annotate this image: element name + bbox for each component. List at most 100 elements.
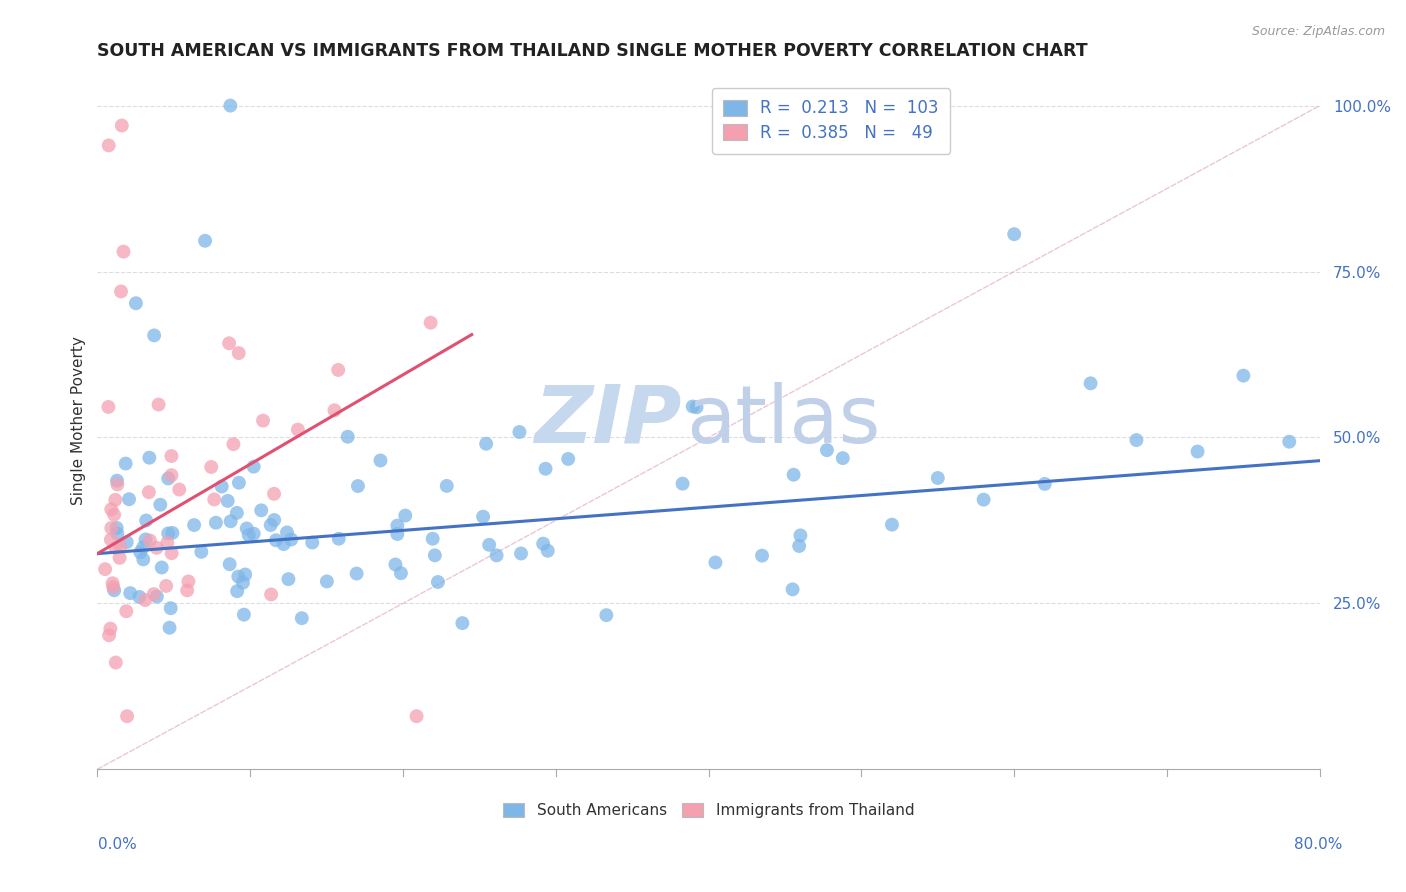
Point (880, 517, 903, 532)
Point (104, 541, 127, 555)
Point (252, 414, 274, 428)
Point (315, 574, 337, 589)
Point (226, 569, 249, 583)
Point (423, 549, 446, 563)
Point (405, 709, 427, 723)
Point (336, 430, 359, 444)
Point (273, 537, 295, 551)
Legend: South Americans, Immigrants from Thailand: South Americans, Immigrants from Thailan… (496, 797, 921, 824)
Text: 0.0%: 0.0% (98, 837, 138, 852)
Point (787, 539, 810, 553)
Point (138, 450, 160, 465)
Point (815, 443, 838, 458)
Point (436, 479, 458, 493)
Point (211, 479, 233, 493)
Point (260, 587, 283, 601)
Point (451, 616, 474, 631)
Text: ZIP: ZIP (534, 382, 682, 460)
Point (159, 601, 181, 615)
Point (155, 579, 177, 593)
Point (176, 583, 198, 598)
Point (100, 521, 122, 535)
Point (260, 518, 283, 533)
Point (537, 543, 560, 558)
Point (135, 514, 157, 528)
Point (475, 436, 498, 450)
Text: SOUTH AMERICAN VS IMMIGRANTS FROM THAILAND SINGLE MOTHER POVERTY CORRELATION CHA: SOUTH AMERICAN VS IMMIGRANTS FROM THAILA… (97, 42, 1088, 60)
Point (276, 525, 298, 540)
Point (370, 453, 392, 467)
Point (389, 566, 412, 581)
Point (115, 604, 138, 618)
Point (387, 518, 409, 533)
Point (422, 532, 444, 546)
Point (263, 487, 285, 501)
Point (419, 316, 441, 330)
Point (534, 462, 557, 476)
Point (510, 546, 533, 560)
Point (394, 508, 416, 523)
Point (97, 138, 120, 153)
Point (232, 607, 254, 622)
Point (132, 540, 155, 554)
Point (250, 503, 273, 517)
Point (142, 587, 165, 601)
Point (135, 533, 157, 547)
Point (194, 234, 217, 248)
Point (205, 516, 228, 530)
Point (704, 556, 727, 570)
Point (202, 492, 225, 507)
Point (531, 536, 554, 550)
Point (200, 460, 222, 475)
Point (162, 525, 184, 540)
Point (129, 545, 152, 559)
Text: Source: ZipAtlas.com: Source: ZipAtlas.com (1251, 25, 1385, 38)
Point (177, 574, 200, 589)
Point (228, 346, 250, 360)
Point (183, 518, 205, 533)
Point (217, 494, 239, 508)
Point (110, 285, 132, 299)
Point (118, 492, 141, 507)
Text: atlas: atlas (686, 382, 882, 460)
Point (1278, 434, 1301, 449)
Point (301, 535, 323, 549)
Point (128, 590, 150, 604)
Point (508, 425, 530, 439)
Point (134, 593, 156, 607)
Point (110, 539, 132, 553)
Point (347, 479, 370, 493)
Point (263, 513, 285, 527)
Point (157, 526, 180, 541)
Point (328, 363, 350, 377)
Point (478, 538, 501, 552)
Point (323, 403, 346, 417)
Point (103, 508, 125, 522)
Point (782, 467, 804, 482)
Point (235, 521, 257, 535)
Point (1033, 476, 1056, 491)
Point (222, 437, 245, 451)
Point (100, 622, 122, 636)
Point (426, 574, 449, 589)
Point (104, 492, 127, 507)
Point (927, 471, 949, 485)
Point (94, 562, 117, 576)
Point (242, 526, 264, 541)
Point (1125, 433, 1147, 447)
Point (145, 541, 167, 555)
Point (160, 468, 183, 483)
Point (346, 566, 368, 581)
Point (190, 545, 212, 559)
Point (387, 527, 409, 541)
Point (1002, 227, 1025, 242)
Point (105, 477, 128, 491)
Point (242, 459, 264, 474)
Point (789, 528, 811, 542)
Point (287, 423, 309, 437)
Point (219, 514, 242, 528)
Point (225, 506, 247, 520)
Point (114, 457, 136, 471)
Point (115, 535, 138, 549)
Point (111, 119, 134, 133)
